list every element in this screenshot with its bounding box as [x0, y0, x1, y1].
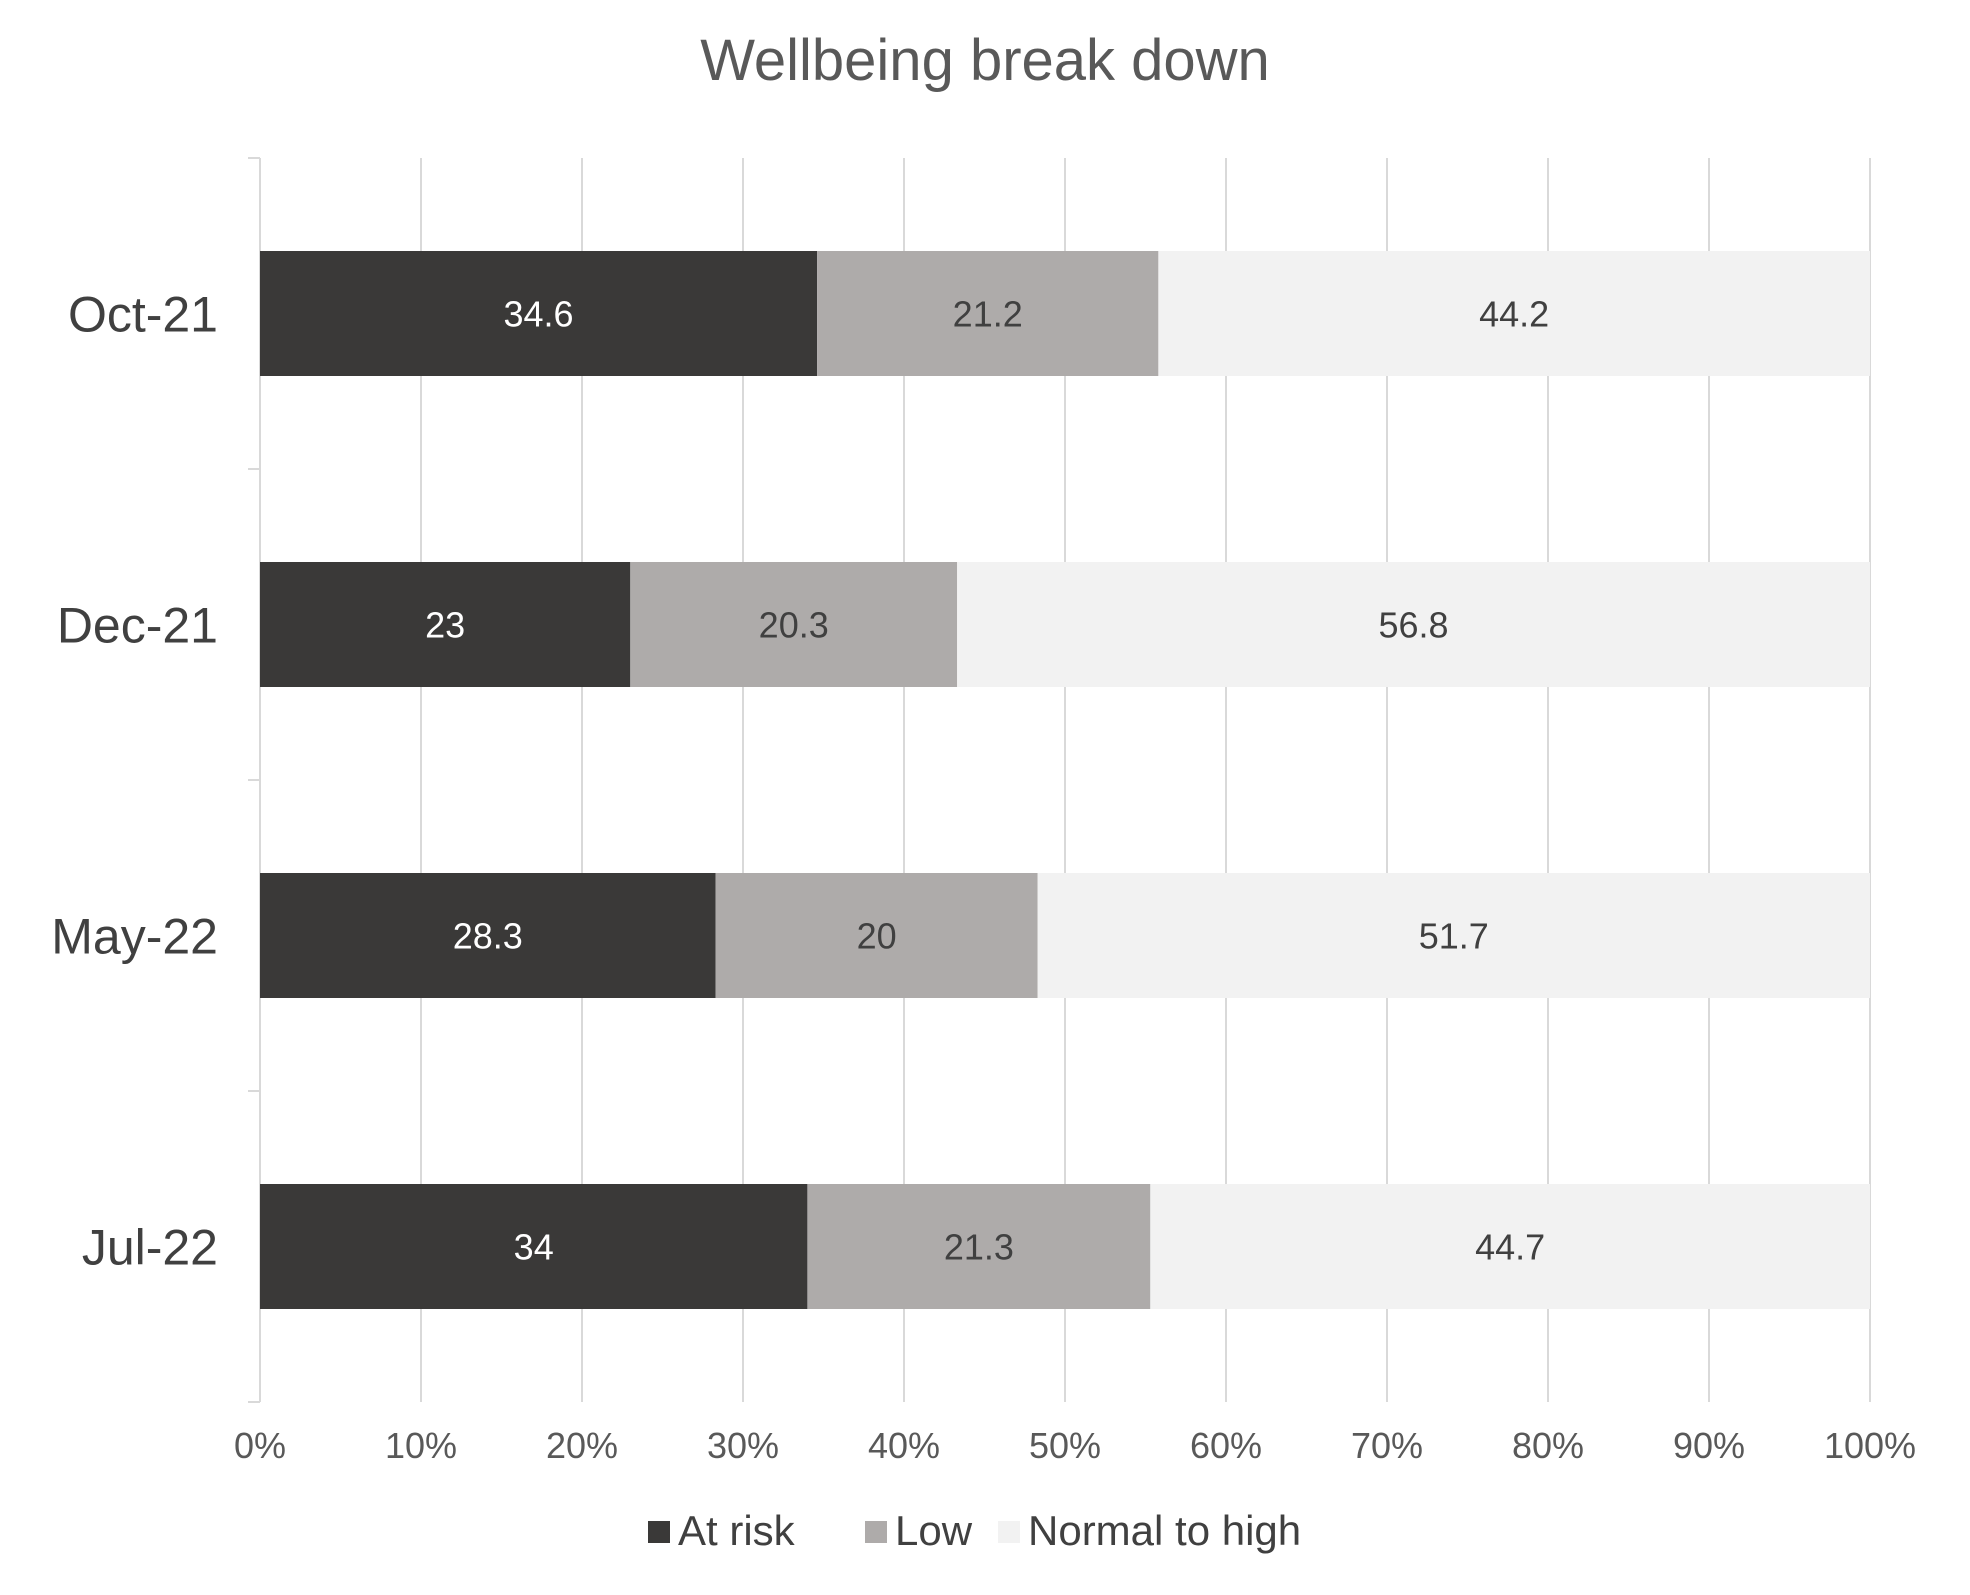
data-label: 20.3 — [759, 605, 829, 646]
x-tick-label: 60% — [1190, 1425, 1262, 1466]
bar-segment — [260, 251, 818, 376]
category-label: Jul-22 — [82, 1220, 218, 1276]
bar-segment — [630, 562, 958, 687]
bar-segment — [1158, 251, 1870, 376]
bar-segment — [260, 1184, 808, 1309]
bar-segment — [957, 562, 1870, 687]
x-tick-label: 40% — [868, 1425, 940, 1466]
legend-label: Low — [895, 1507, 973, 1554]
category-label: May-22 — [51, 909, 218, 965]
data-label: 23 — [425, 605, 465, 646]
bar-segment — [260, 873, 716, 998]
data-label: 34.6 — [503, 294, 573, 335]
x-tick-label: 0% — [234, 1425, 286, 1466]
legend: At risk Low Normal to high — [648, 1507, 1301, 1554]
category-label: Oct-21 — [68, 287, 218, 343]
x-tick-label: 70% — [1351, 1425, 1423, 1466]
legend-label: At risk — [678, 1507, 796, 1554]
bar-segment — [807, 1184, 1151, 1309]
data-label: 56.8 — [1379, 605, 1449, 646]
bars: 34.6 21.2 44.2 23 20.3 56.8 28.3 20 51.7 34 21.3 44… — [260, 251, 1870, 1309]
legend-label: Normal to high — [1028, 1507, 1301, 1554]
data-label: 34 — [514, 1227, 554, 1268]
bar-segment — [715, 873, 1038, 998]
x-tick-label: 80% — [1512, 1425, 1584, 1466]
data-label: 21.2 — [953, 294, 1023, 335]
legend-swatch — [998, 1521, 1020, 1543]
data-label: 28.3 — [453, 916, 523, 957]
x-tick-label: 20% — [546, 1425, 618, 1466]
bar-segment — [1037, 873, 1870, 998]
category-axis: Oct-21 Dec-21 May-22 Jul-22 — [51, 157, 261, 1403]
x-tick-label: 90% — [1673, 1425, 1745, 1466]
x-tick-label: 30% — [707, 1425, 779, 1466]
legend-swatch — [648, 1521, 670, 1543]
data-label: 21.3 — [944, 1227, 1014, 1268]
x-tick-label: 100% — [1824, 1425, 1916, 1466]
data-label: 44.7 — [1475, 1227, 1545, 1268]
bar-segment — [1150, 1184, 1870, 1309]
bar-segment — [817, 251, 1159, 376]
bar-segment — [260, 562, 631, 687]
chart-title: Wellbeing break down — [700, 28, 1270, 93]
data-label: 51.7 — [1419, 916, 1489, 957]
data-label: 20 — [857, 916, 897, 957]
x-axis-ticks: 0% 10% 20% 30% 40% 50% 60% 70% 80% 90% 100% — [234, 1425, 1916, 1466]
x-tick-label: 50% — [1029, 1425, 1101, 1466]
legend-swatch — [865, 1521, 887, 1543]
category-label: Dec-21 — [57, 598, 218, 654]
x-tick-label: 10% — [385, 1425, 457, 1466]
data-label: 44.2 — [1479, 294, 1549, 335]
